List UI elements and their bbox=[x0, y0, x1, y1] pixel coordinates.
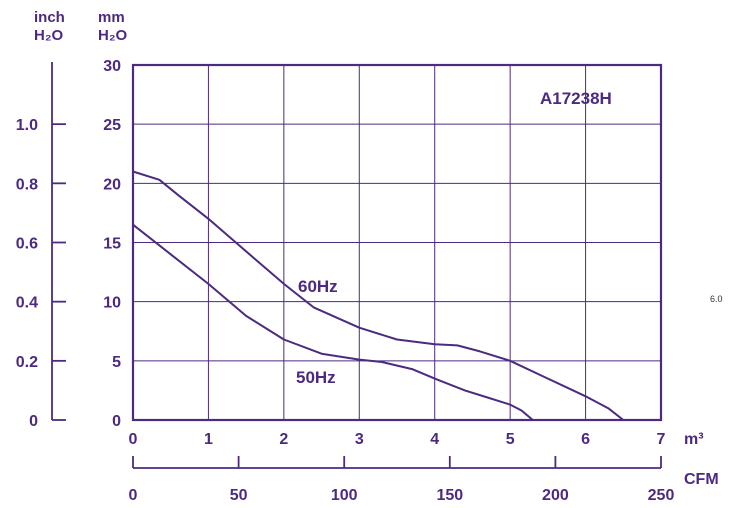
y-tick-label: 0 bbox=[112, 413, 121, 430]
x-tick-label: 4 bbox=[430, 431, 439, 448]
y-tick-label: 25 bbox=[103, 117, 121, 134]
x-axis-ticks: 0 1 2 3 4 5 6 7 bbox=[129, 431, 666, 448]
cfm-tick-label: 100 bbox=[331, 487, 358, 504]
inch-axis-label-line1: inch bbox=[34, 9, 65, 26]
plot-frame bbox=[131, 63, 663, 422]
x-tick-label: 2 bbox=[279, 431, 288, 448]
y-tick-label: 10 bbox=[103, 295, 121, 312]
curve-60hz bbox=[132, 170, 624, 421]
inch-tick-label: 0 bbox=[29, 413, 38, 430]
cfm-tick-label: 200 bbox=[542, 487, 569, 504]
mm-axis-label-line1: mm bbox=[98, 9, 125, 26]
curve-label-60hz: 60Hz bbox=[298, 277, 338, 296]
grid-lines bbox=[133, 65, 661, 420]
x-tick-label: 7 bbox=[657, 431, 666, 448]
inch-tick-label: 0.4 bbox=[16, 295, 38, 312]
cfm-tick-label: 50 bbox=[230, 487, 248, 504]
y-tick-label: 15 bbox=[103, 236, 121, 253]
y-tick-label: 20 bbox=[103, 176, 121, 193]
x-axis-label: m³ bbox=[684, 431, 704, 448]
inch-tick-label: 0.8 bbox=[16, 176, 38, 193]
inch-axis-label-line2: H₂O bbox=[34, 27, 63, 44]
side-note: 6.0 bbox=[710, 294, 723, 304]
y-axis-ticks: 0 5 10 15 20 25 30 bbox=[103, 58, 121, 430]
y-tick-label: 30 bbox=[103, 58, 121, 75]
cfm-axis-label: CFM bbox=[684, 471, 719, 488]
cfm-tick-label: 150 bbox=[436, 487, 463, 504]
curve-label-50hz: 50Hz bbox=[296, 368, 336, 387]
inch-tick-label: 1.0 bbox=[16, 117, 38, 134]
x-tick-label: 6 bbox=[581, 431, 590, 448]
inch-axis: 0 0.2 0.4 0.6 0.8 1.0 bbox=[16, 62, 66, 430]
x-tick-label: 1 bbox=[204, 431, 213, 448]
x-tick-label: 3 bbox=[355, 431, 364, 448]
cfm-tick-label: 0 bbox=[129, 487, 138, 504]
x-tick-label: 5 bbox=[506, 431, 515, 448]
curves: 60Hz 50Hz bbox=[132, 170, 624, 421]
y-tick-label: 5 bbox=[112, 354, 121, 371]
inch-tick-label: 0.6 bbox=[16, 236, 38, 253]
cfm-axis: 0 50 100 150 200 250 bbox=[129, 456, 675, 504]
chart-title: A17238H bbox=[540, 89, 612, 108]
curve-50hz bbox=[132, 223, 534, 421]
cfm-tick-label: 250 bbox=[648, 487, 675, 504]
inch-tick-label: 0.2 bbox=[16, 354, 38, 371]
mm-axis-label-line2: H₂O bbox=[98, 27, 127, 44]
x-tick-label: 0 bbox=[129, 431, 138, 448]
